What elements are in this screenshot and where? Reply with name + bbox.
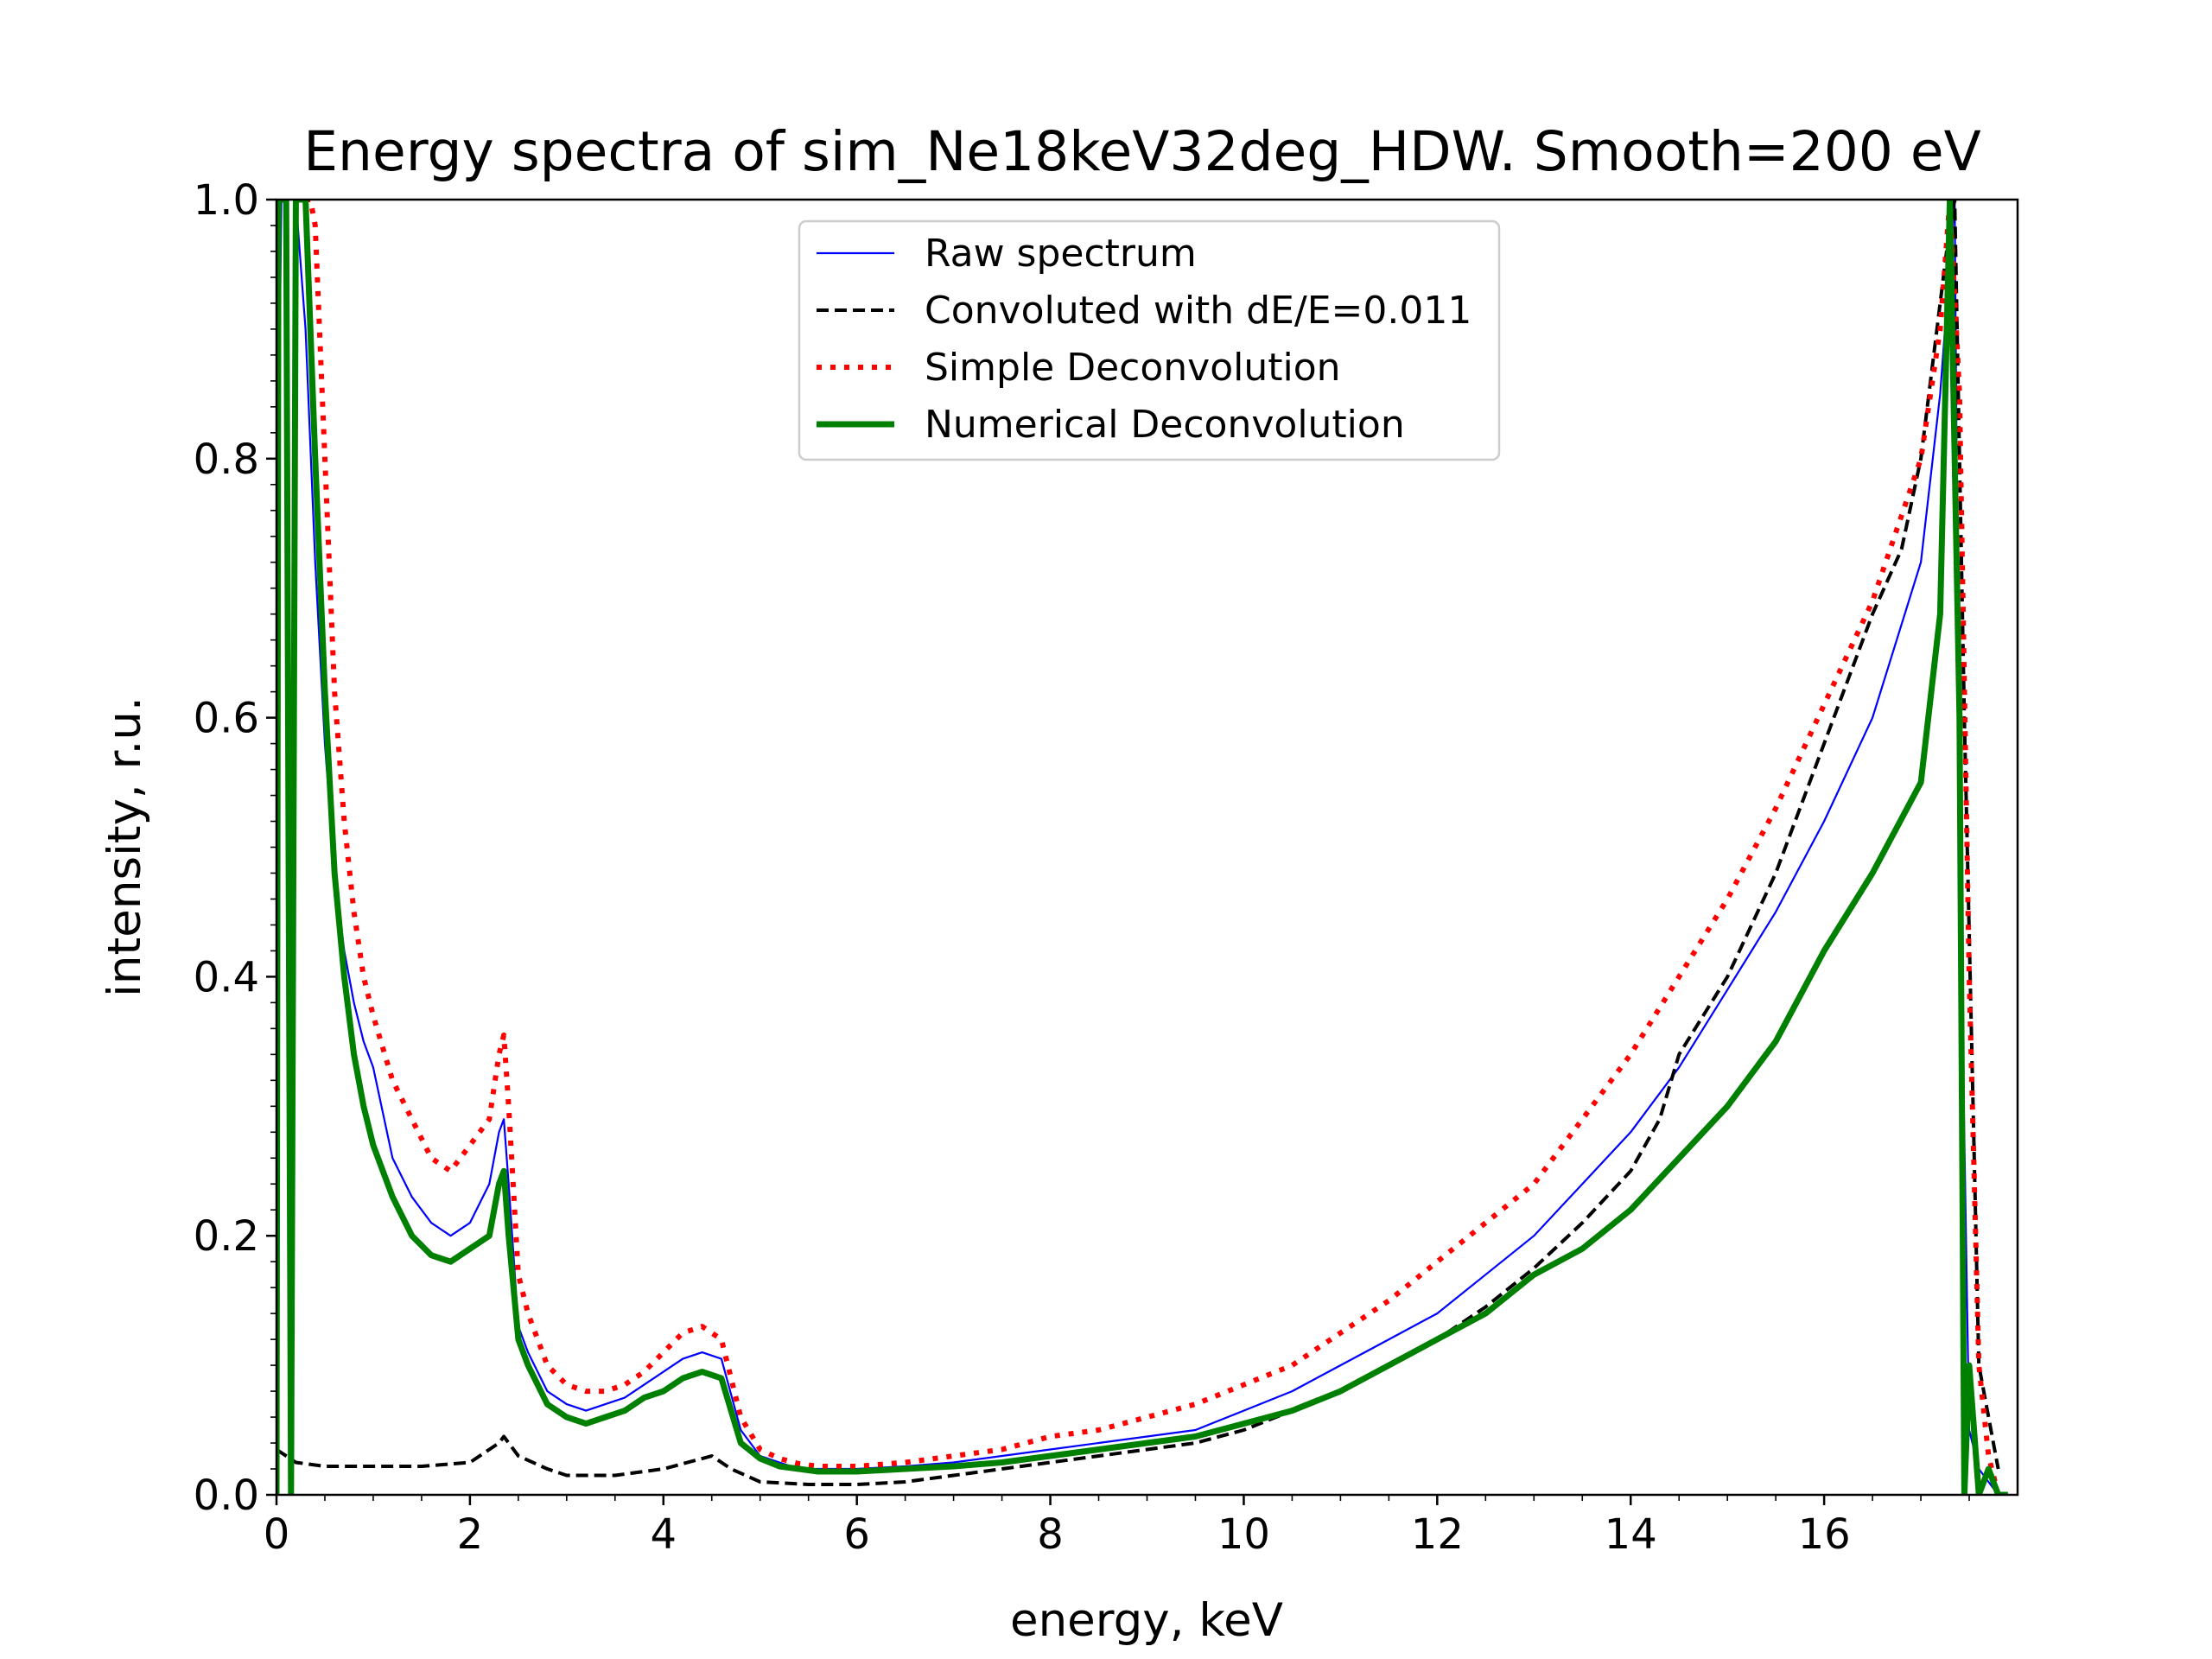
x-tick-label: 8 — [1037, 1510, 1064, 1559]
x-tick-label: 2 — [457, 1510, 484, 1559]
x-axis: 0 2 4 6 8 10 12 14 16 — [264, 1495, 1970, 1559]
x-tick-label: 10 — [1217, 1510, 1270, 1559]
chart-title: Energy spectra of sim_Ne18keV32deg_HDW. … — [303, 120, 1981, 183]
series-line-2 — [276, 200, 2000, 1486]
x-tick-label: 6 — [843, 1510, 870, 1559]
legend-label-2: Convoluted with dE/E=0.011 — [925, 289, 1471, 333]
y-tick-label: 0.2 — [194, 1212, 259, 1261]
legend-label-4: Numerical Deconvolution — [925, 403, 1405, 447]
y-tick-label: 0.6 — [194, 695, 259, 743]
legend-label-1: Raw spectrum — [925, 232, 1197, 276]
x-tick-label: 12 — [1411, 1510, 1464, 1559]
y-tick-label: 0.0 — [194, 1471, 259, 1520]
y-tick-label: 1.0 — [194, 176, 259, 225]
x-tick-label: 0 — [264, 1510, 290, 1559]
legend: Raw spectrum Convoluted with dE/E=0.011 Si… — [798, 219, 1501, 461]
x-tick-label: 14 — [1605, 1510, 1657, 1559]
y-axis: 0.0 0.2 0.4 0.6 0.8 1.0 — [194, 176, 276, 1520]
x-axis-label: energy, keV — [1010, 1594, 1283, 1647]
x-tick-label: 4 — [651, 1510, 677, 1559]
series-line-4 — [276, 200, 2008, 1495]
legend-label-3: Simple Deconvolution — [925, 346, 1341, 390]
y-tick-label: 0.4 — [194, 953, 259, 1001]
y-axis-label: intensity, r.u. — [99, 696, 151, 997]
series-line-3 — [305, 200, 2001, 1495]
x-tick-label: 16 — [1798, 1510, 1851, 1559]
series-layer — [276, 200, 2008, 1495]
legend-box — [798, 219, 1501, 461]
y-tick-label: 0.8 — [194, 435, 259, 484]
